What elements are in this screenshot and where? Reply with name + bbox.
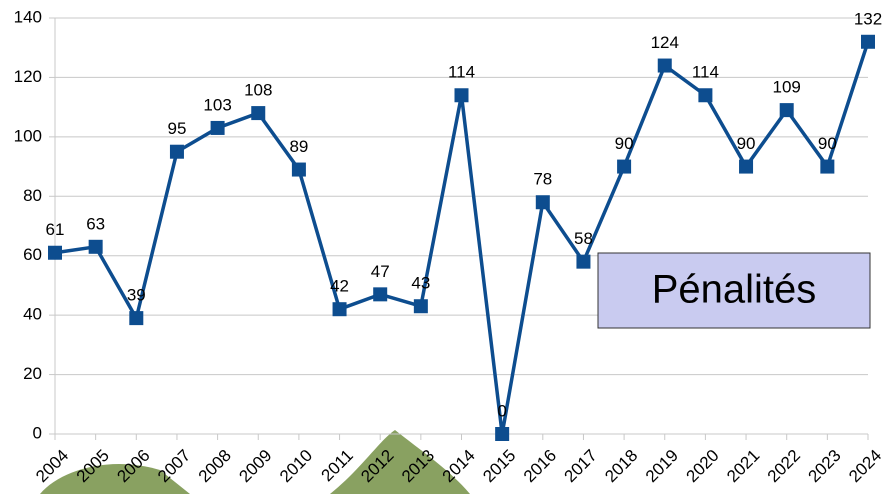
y-tick-label: 100 bbox=[14, 126, 42, 145]
marker bbox=[820, 160, 834, 174]
y-tick-label: 20 bbox=[23, 364, 42, 383]
data-label: 89 bbox=[289, 137, 308, 156]
marker bbox=[698, 88, 712, 102]
x-tick-label: 2018 bbox=[601, 446, 641, 486]
x-tick-label: 2015 bbox=[479, 446, 519, 486]
marker bbox=[89, 240, 103, 254]
data-label: 132 bbox=[854, 9, 882, 28]
marker bbox=[658, 59, 672, 73]
data-label: 43 bbox=[411, 274, 430, 293]
marker bbox=[780, 103, 794, 117]
x-tick-label: 2022 bbox=[764, 446, 804, 486]
marker bbox=[617, 160, 631, 174]
annotation: Pénalités bbox=[652, 268, 817, 312]
marker bbox=[170, 145, 184, 159]
x-tick-label: 2023 bbox=[804, 446, 844, 486]
marker bbox=[495, 427, 509, 441]
marker bbox=[576, 255, 590, 269]
data-label: 47 bbox=[371, 262, 390, 281]
data-label: 61 bbox=[46, 220, 65, 239]
y-tick-label: 120 bbox=[14, 67, 42, 86]
data-label: 109 bbox=[773, 78, 801, 97]
marker bbox=[373, 287, 387, 301]
data-label: 63 bbox=[86, 214, 105, 233]
data-label: 108 bbox=[244, 81, 272, 100]
x-tick-label: 2010 bbox=[276, 446, 316, 486]
x-tick-label: 2024 bbox=[845, 446, 885, 486]
data-label: 114 bbox=[448, 63, 475, 82]
data-label: 90 bbox=[818, 134, 837, 153]
data-label: 58 bbox=[574, 229, 593, 248]
data-label: 103 bbox=[203, 95, 231, 114]
y-tick-label: 140 bbox=[14, 7, 42, 26]
x-tick-label: 2020 bbox=[683, 446, 723, 486]
data-label: 90 bbox=[737, 134, 756, 153]
x-tick-label: 2019 bbox=[642, 446, 682, 486]
data-label: 42 bbox=[330, 277, 349, 296]
chart: 0204060801001201402004200520062007200820… bbox=[0, 0, 886, 494]
data-label: 0 bbox=[497, 401, 506, 420]
y-tick-label: 60 bbox=[23, 245, 42, 264]
x-tick-label: 2007 bbox=[154, 446, 194, 486]
data-label: 39 bbox=[127, 286, 146, 305]
x-tick-label: 2021 bbox=[723, 446, 763, 486]
marker bbox=[739, 160, 753, 174]
y-tick-label: 80 bbox=[23, 186, 42, 205]
x-tick-label: 2014 bbox=[439, 446, 479, 486]
x-tick-label: 2017 bbox=[561, 446, 601, 486]
data-label: 114 bbox=[692, 63, 719, 82]
data-label: 78 bbox=[533, 170, 552, 189]
marker bbox=[414, 299, 428, 313]
marker bbox=[48, 246, 62, 260]
x-tick-label: 2008 bbox=[195, 446, 235, 486]
marker bbox=[455, 88, 469, 102]
x-tick-label: 2016 bbox=[520, 446, 560, 486]
plot: 61 63 39 95 103 108 89 42 47 43 114 0 78 58 90 124 114 90… bbox=[46, 9, 883, 441]
data-label: 95 bbox=[167, 119, 186, 138]
marker bbox=[251, 106, 265, 120]
marker bbox=[129, 311, 143, 325]
x-tick-label: 2009 bbox=[235, 446, 275, 486]
marker bbox=[861, 35, 875, 49]
marker bbox=[333, 302, 347, 316]
data-label: 124 bbox=[651, 33, 679, 52]
marker bbox=[211, 121, 225, 135]
y-tick-label: 40 bbox=[23, 305, 42, 324]
marker bbox=[292, 163, 306, 177]
y-tick-label: 0 bbox=[33, 423, 42, 442]
marker bbox=[536, 195, 550, 209]
data-label: 90 bbox=[615, 134, 634, 153]
